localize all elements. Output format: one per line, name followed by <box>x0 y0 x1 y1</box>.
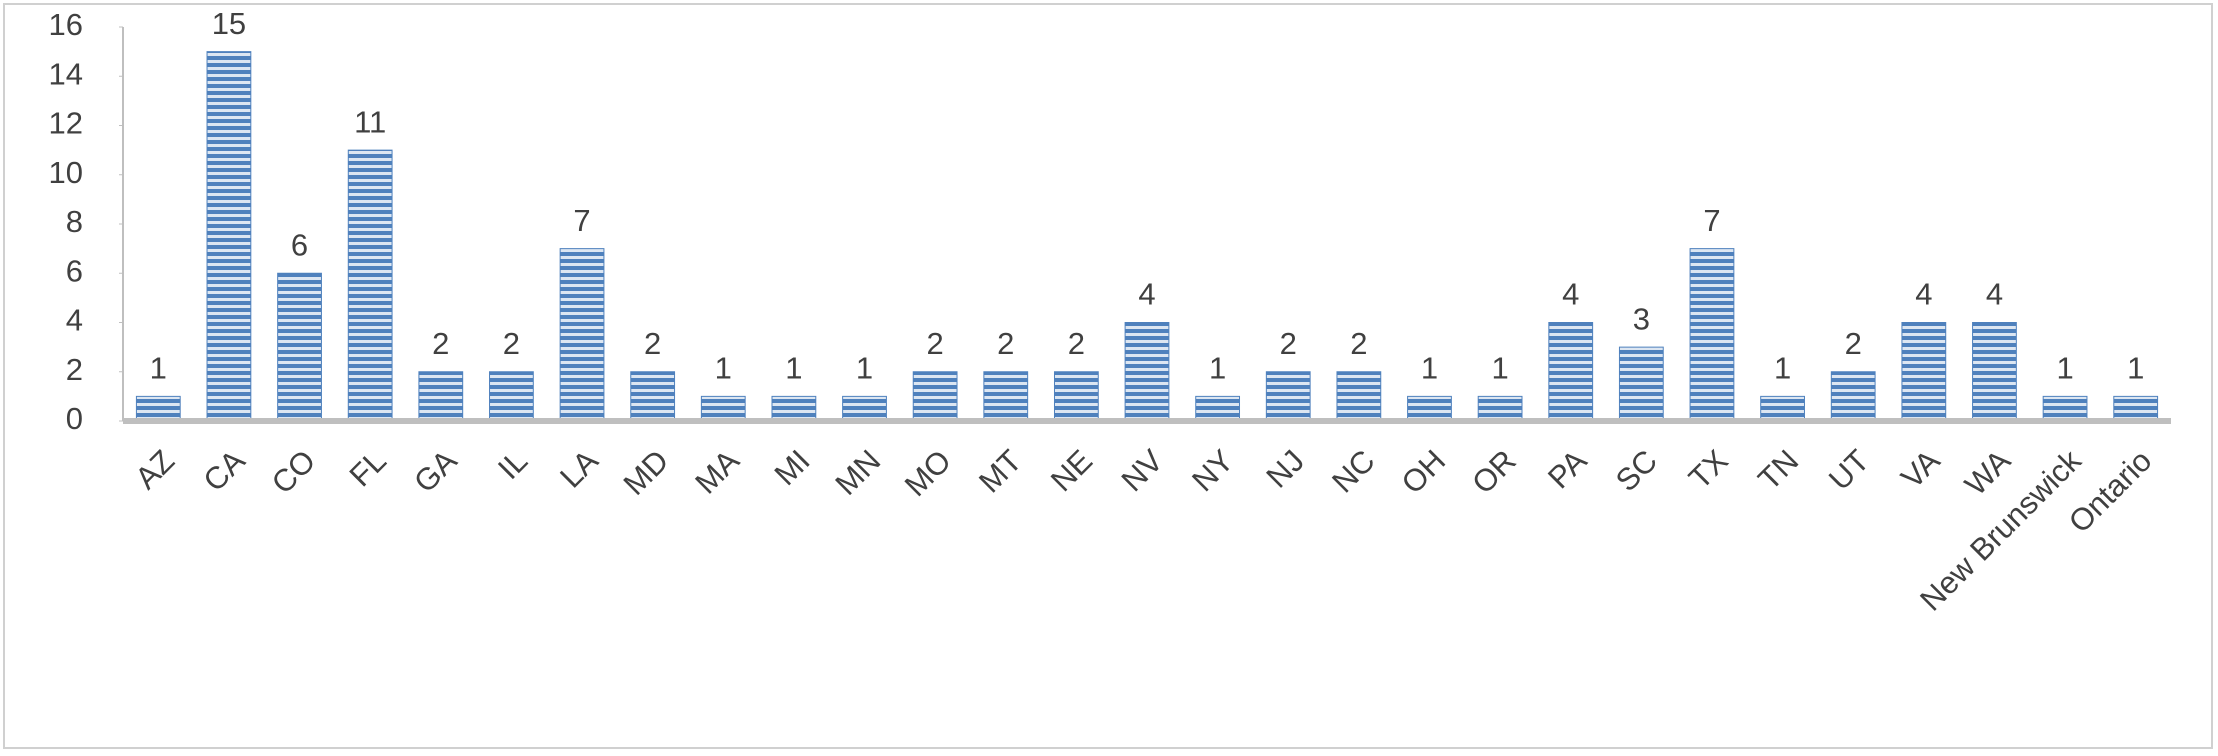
bar <box>1618 346 1664 422</box>
y-tick-label: 14 <box>49 56 83 91</box>
data-label: 3 <box>1633 301 1650 336</box>
bar <box>489 371 534 422</box>
data-label: 2 <box>503 326 520 361</box>
data-label: 2 <box>997 326 1014 361</box>
bar <box>1195 395 1241 422</box>
bar <box>1265 371 1311 422</box>
y-tick-label: 4 <box>66 303 83 338</box>
data-label: 1 <box>2056 351 2073 386</box>
bar <box>1972 322 2017 422</box>
data-label: 7 <box>1703 203 1720 238</box>
bar <box>1336 371 1382 422</box>
y-tick-label: 16 <box>49 7 83 42</box>
bar <box>206 51 252 422</box>
data-label: 4 <box>1138 277 1155 312</box>
data-label: 2 <box>432 326 449 361</box>
bar <box>1830 371 1876 422</box>
bar <box>2042 395 2088 422</box>
data-label: 1 <box>1421 351 1438 386</box>
bar <box>842 395 887 422</box>
bar <box>135 395 181 422</box>
data-label: 7 <box>573 203 590 238</box>
y-tick-label: 10 <box>49 155 83 190</box>
data-label: 11 <box>354 104 386 139</box>
data-label: 1 <box>1491 351 1508 386</box>
chart-frame <box>3 3 2213 749</box>
data-label: 1 <box>1774 351 1791 386</box>
data-label: 2 <box>1845 326 1862 361</box>
bar <box>1689 248 1735 422</box>
bar <box>277 272 322 422</box>
bar <box>2113 395 2159 422</box>
data-label: 1 <box>1209 351 1226 386</box>
data-label: 15 <box>212 6 246 41</box>
bar <box>1477 395 1523 422</box>
data-label: 1 <box>715 351 732 386</box>
bar <box>912 371 958 422</box>
data-label: 4 <box>1915 277 1932 312</box>
y-tick-label: 2 <box>66 352 83 387</box>
bar <box>700 395 746 422</box>
bar <box>1407 395 1452 422</box>
bar <box>983 371 1029 422</box>
y-tick-label: 0 <box>66 401 83 436</box>
bar <box>771 395 817 422</box>
data-label: 1 <box>785 351 802 386</box>
data-label: 1 <box>856 351 873 386</box>
bar <box>559 248 605 422</box>
data-label: 2 <box>1068 326 1085 361</box>
data-label: 2 <box>1280 326 1297 361</box>
data-label: 6 <box>291 227 308 262</box>
data-label: 2 <box>1350 326 1367 361</box>
data-label: 2 <box>644 326 661 361</box>
bar <box>1901 322 1947 422</box>
data-label: 1 <box>150 351 167 386</box>
bar <box>1548 322 1594 422</box>
y-tick-label: 6 <box>66 253 83 288</box>
bar <box>1124 322 1170 422</box>
data-label: 2 <box>927 326 944 361</box>
bar <box>347 149 393 422</box>
bar <box>418 371 464 422</box>
bar <box>630 371 676 422</box>
data-label: 1 <box>2127 351 2144 386</box>
y-tick-label: 12 <box>49 106 83 141</box>
data-label: 4 <box>1562 277 1579 312</box>
y-tick-label: 8 <box>66 204 83 239</box>
bar <box>1760 395 1805 422</box>
data-label: 4 <box>1986 277 2003 312</box>
bar <box>1053 371 1099 422</box>
